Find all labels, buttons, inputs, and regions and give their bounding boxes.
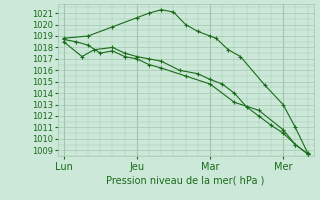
X-axis label: Pression niveau de la mer( hPa ): Pression niveau de la mer( hPa ) bbox=[107, 176, 265, 186]
